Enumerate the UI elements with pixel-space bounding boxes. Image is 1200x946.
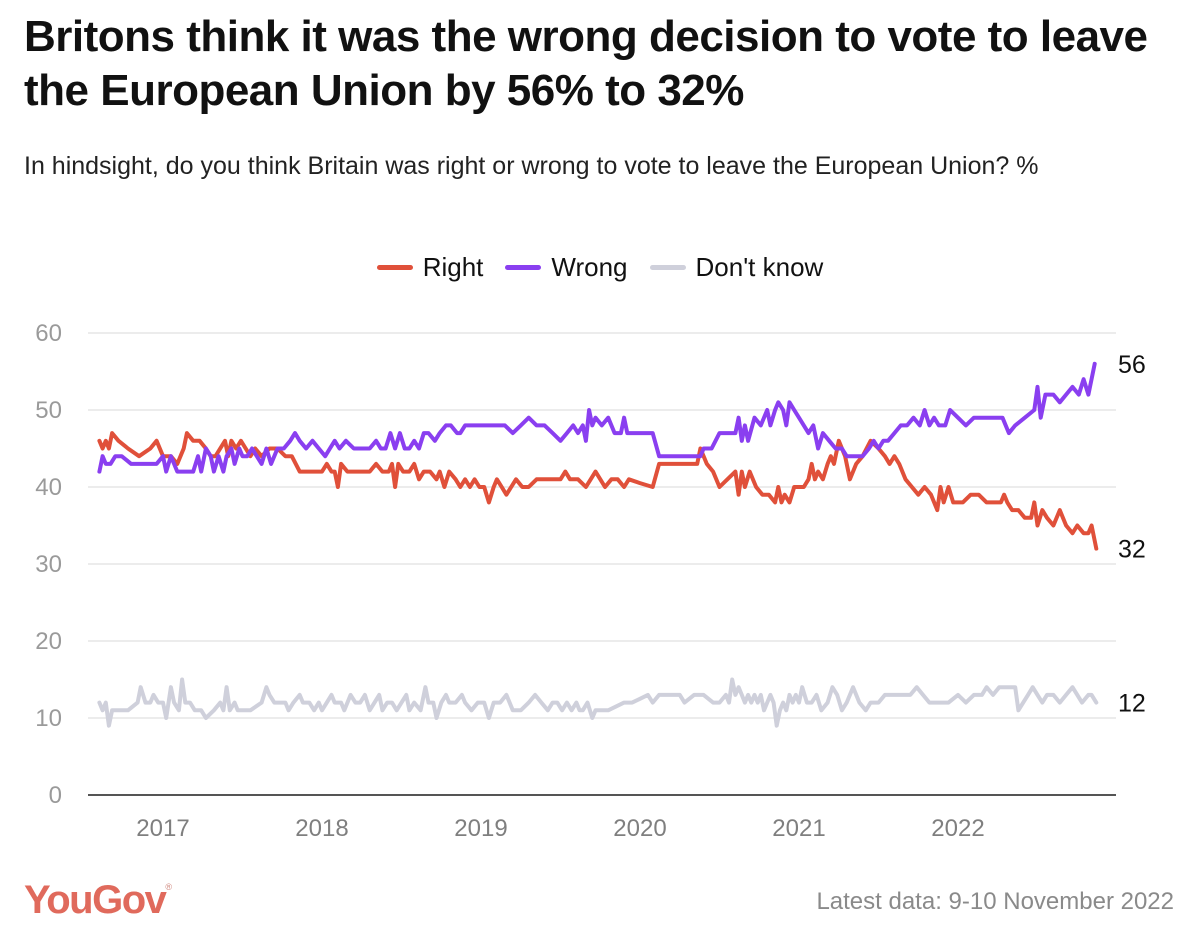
legend-label-dont-know: Don't know <box>695 252 824 282</box>
line-chart: 0 10 20 30 40 50 60 2017 2018 2019 2020 2021 2022 1… <box>35 320 1146 842</box>
legend-swatch-dont-know <box>649 265 686 270</box>
x-tick-label-2018: 2018 <box>295 815 348 842</box>
y-tick-label-30: 30 <box>35 551 62 578</box>
chart-subtitle: In hindsight, do you think Britain was r… <box>24 152 1039 180</box>
y-tick-label-60: 60 <box>35 320 62 347</box>
y-tick-label-0: 0 <box>49 782 62 809</box>
registered-mark: ® <box>165 882 173 892</box>
x-tick-label-2022: 2022 <box>931 815 984 842</box>
chart-title: Britons think it was the wrong decision … <box>24 12 1148 115</box>
y-axis-ticks: 0 10 20 30 40 50 60 <box>35 320 62 809</box>
logo-text: YouGov <box>24 878 167 922</box>
series-line-wrong <box>97 361 1097 474</box>
end-label-wrong: 56 <box>1118 351 1146 379</box>
legend-label-wrong: Wrong <box>551 252 628 282</box>
x-tick-label-2020: 2020 <box>613 815 666 842</box>
gridlines <box>88 332 1116 796</box>
x-tick-label-2021: 2021 <box>772 815 825 842</box>
end-label-right: 32 <box>1118 536 1146 564</box>
x-tick-label-2019: 2019 <box>454 815 507 842</box>
y-tick-label-40: 40 <box>35 474 62 501</box>
legend-item-dont-know[interactable]: Don't know <box>649 252 824 283</box>
x-axis-ticks: 2017 2018 2019 2020 2021 2022 <box>136 815 984 842</box>
series-line-dont-know <box>97 677 1099 728</box>
y-tick-label-10: 10 <box>35 705 62 732</box>
end-labels: 12 32 56 <box>1118 351 1146 718</box>
series-lines <box>97 361 1099 728</box>
y-tick-label-50: 50 <box>35 397 62 424</box>
latest-data-note: Latest data: 9-10 November 2022 <box>816 888 1174 915</box>
legend-label-right: Right <box>422 252 484 282</box>
legend-swatch-wrong <box>505 265 542 270</box>
x-tick-label-2017: 2017 <box>136 815 189 842</box>
yougov-logo[interactable]: YouGov® <box>24 878 172 923</box>
legend-item-wrong[interactable]: Wrong <box>505 252 628 283</box>
legend-item-right[interactable]: Right <box>376 252 484 283</box>
legend: Right Wrong Don't know <box>0 252 1200 283</box>
y-tick-label-20: 20 <box>35 628 62 655</box>
end-label-dont-know: 12 <box>1118 690 1146 718</box>
legend-swatch-right <box>376 265 413 270</box>
